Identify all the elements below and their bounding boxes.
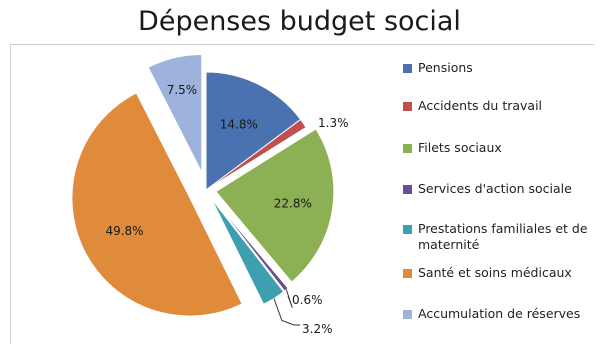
data-label-sante-et-soins-medicaux: 49.8%	[105, 224, 143, 238]
pie-slice-filets-sociaux	[215, 128, 335, 283]
leader-line-services-d-action-sociale	[285, 289, 293, 308]
legend-swatch	[403, 185, 412, 194]
legend-item-filets-sociaux: Filets sociaux	[403, 140, 594, 156]
legend-swatch	[403, 225, 412, 234]
legend-label: Accumulation de réserves	[418, 306, 581, 321]
data-label-accidents-du-travail: 1.3%	[318, 116, 349, 130]
chart-title: Dépenses budget social	[138, 6, 461, 37]
data-label-pensions: 14.8%	[220, 118, 258, 132]
data-label-services-d-action-sociale: 0.6%	[292, 293, 323, 307]
data-label-accumulation-de-reserves: 7.5%	[167, 83, 198, 97]
legend-swatch	[403, 144, 412, 153]
legend-swatch	[403, 64, 412, 73]
legend-label: Prestations familiales et de maternité	[418, 221, 588, 252]
legend-item-services-d-action-sociale: Services d'action sociale	[403, 181, 594, 197]
data-label-filets-sociaux: 22.8%	[274, 197, 312, 211]
chart-frame	[10, 44, 594, 344]
legend-item-pensions: Pensions	[403, 60, 594, 76]
legend-label: Filets sociaux	[418, 140, 502, 155]
data-label-prestations-familiales-et-de-maternite: 3.2%	[302, 322, 333, 336]
legend-label: Accidents du travail	[418, 98, 543, 113]
legend-label: Pensions	[418, 60, 473, 75]
leader-line-prestations-familiales-et-de-maternite	[273, 298, 300, 326]
legend-item-prestations-familiales-et-de-maternite: Prestations familiales et de maternité	[403, 221, 594, 253]
pie-slice-accumulation-de-reserves	[147, 53, 203, 173]
legend-swatch	[403, 102, 412, 111]
pie-slice-prestations-familiales-et-de-maternite	[210, 198, 285, 305]
legend-item-sante-et-soins-medicaux: Santé et soins médicaux	[403, 265, 594, 281]
pie-slice-accidents-du-travail	[205, 118, 307, 191]
legend-label: Services d'action sociale	[418, 181, 572, 196]
legend-item-accumulation-de-reserves: Accumulation de réserves	[403, 306, 594, 322]
pie-slice-pensions	[205, 71, 302, 191]
pie-slice-sante-et-soins-medicaux	[71, 92, 243, 317]
legend-item-accidents-du-travail: Accidents du travail	[403, 98, 594, 114]
legend-swatch	[403, 310, 412, 319]
legend-label: Santé et soins médicaux	[418, 265, 572, 280]
legend-swatch	[403, 269, 412, 278]
